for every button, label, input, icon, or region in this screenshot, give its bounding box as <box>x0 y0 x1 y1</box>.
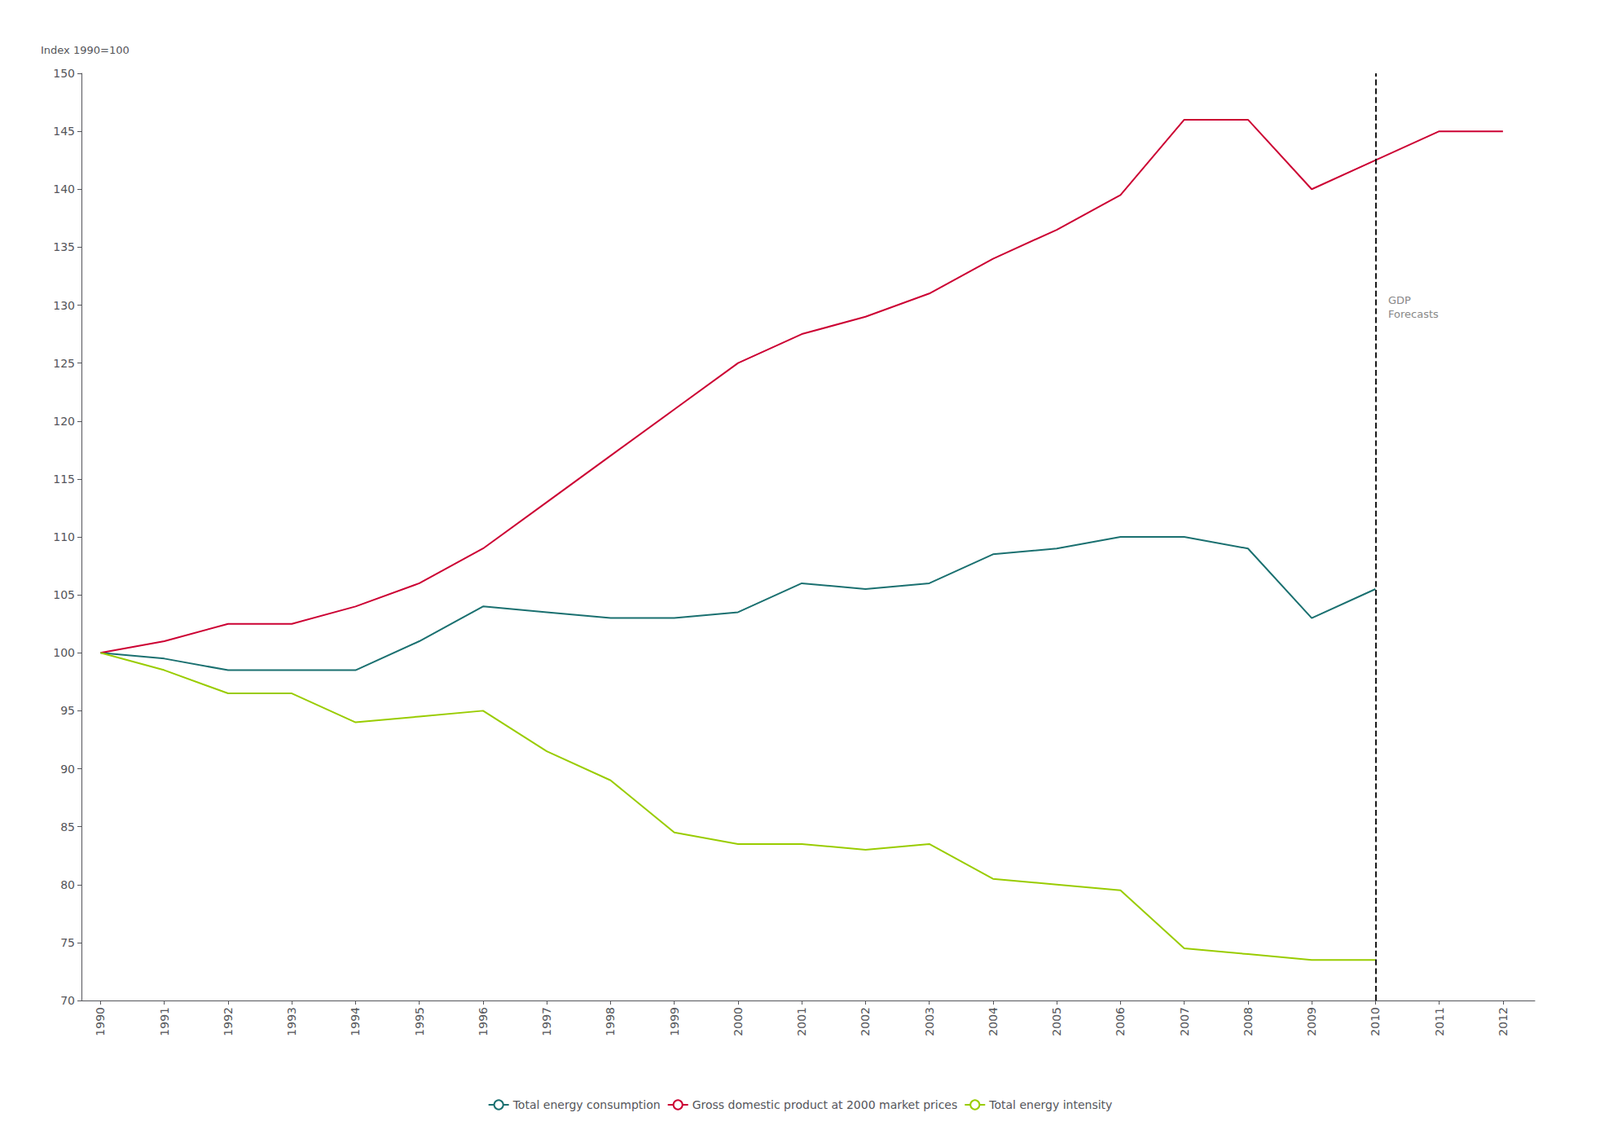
svg-text:130: 130 <box>52 298 75 313</box>
svg-text:2009: 2009 <box>1305 1006 1319 1037</box>
svg-text:150: 150 <box>52 66 75 80</box>
svg-text:1994: 1994 <box>348 1006 362 1037</box>
svg-text:95: 95 <box>60 703 75 717</box>
svg-text:Total energy intensity: Total energy intensity <box>988 1098 1113 1112</box>
svg-text:Index 1990=100: Index 1990=100 <box>40 43 130 57</box>
svg-text:1996: 1996 <box>476 1006 490 1037</box>
svg-text:135: 135 <box>52 240 75 254</box>
svg-text:140: 140 <box>52 182 75 196</box>
svg-text:2000: 2000 <box>731 1006 745 1037</box>
svg-text:1993: 1993 <box>285 1006 299 1037</box>
svg-text:2006: 2006 <box>1113 1006 1127 1037</box>
svg-text:120: 120 <box>52 414 75 428</box>
svg-text:1990: 1990 <box>93 1006 107 1037</box>
svg-text:105: 105 <box>52 588 75 602</box>
svg-text:2008: 2008 <box>1241 1006 1255 1037</box>
svg-text:2003: 2003 <box>923 1006 937 1037</box>
svg-text:2002: 2002 <box>858 1006 872 1037</box>
svg-text:1998: 1998 <box>603 1006 617 1037</box>
svg-text:85: 85 <box>60 820 75 834</box>
svg-text:70: 70 <box>60 993 75 1007</box>
svg-text:Total energy consumption: Total energy consumption <box>512 1098 661 1112</box>
svg-text:145: 145 <box>52 124 75 138</box>
svg-text:1999: 1999 <box>668 1006 682 1037</box>
svg-text:Forecasts: Forecasts <box>1388 307 1439 321</box>
svg-text:2001: 2001 <box>795 1006 809 1037</box>
svg-text:1992: 1992 <box>221 1006 235 1037</box>
svg-text:100: 100 <box>52 646 75 660</box>
svg-text:125: 125 <box>52 356 75 370</box>
svg-text:1997: 1997 <box>540 1006 554 1037</box>
svg-text:2007: 2007 <box>1178 1006 1192 1037</box>
svg-text:1991: 1991 <box>158 1006 172 1037</box>
svg-text:1995: 1995 <box>413 1006 427 1037</box>
svg-text:115: 115 <box>52 472 75 486</box>
svg-text:110: 110 <box>52 530 75 544</box>
svg-text:80: 80 <box>60 878 75 892</box>
svg-text:2005: 2005 <box>1050 1006 1064 1037</box>
svg-text:75: 75 <box>60 936 75 950</box>
svg-text:2004: 2004 <box>986 1006 1000 1037</box>
svg-text:Gross domestic product at 2000: Gross domestic product at 2000 market pr… <box>692 1098 959 1112</box>
svg-text:2011: 2011 <box>1432 1006 1447 1037</box>
svg-text:90: 90 <box>60 762 75 776</box>
svg-text:2012: 2012 <box>1496 1006 1510 1037</box>
svg-text:2010: 2010 <box>1368 1006 1382 1037</box>
svg-text:GDP: GDP <box>1388 294 1411 307</box>
